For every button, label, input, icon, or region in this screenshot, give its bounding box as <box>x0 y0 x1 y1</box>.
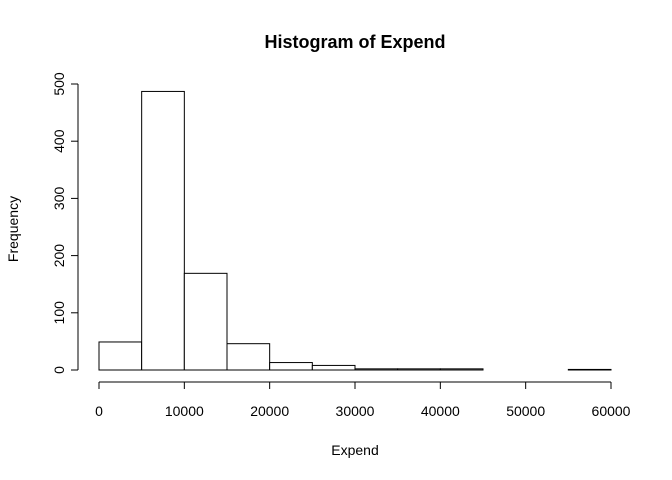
histogram-bar <box>141 90 185 371</box>
chart-title: Histogram of Expend <box>264 32 445 52</box>
histogram-bar <box>354 368 399 371</box>
x-tick-label: 20000 <box>250 403 289 419</box>
histogram-bar <box>226 343 271 371</box>
x-tick-label: 60000 <box>592 403 631 419</box>
histogram-bar <box>269 362 313 371</box>
y-tick-label: 200 <box>51 244 67 268</box>
histogram-bar <box>311 364 356 371</box>
histogram-bar <box>183 272 228 371</box>
histogram-bar <box>439 368 484 371</box>
y-tick-label: 0 <box>51 366 67 374</box>
x-tick-label: 40000 <box>421 403 460 419</box>
y-tick-label: 300 <box>51 187 67 211</box>
histogram-bar <box>567 368 612 371</box>
x-tick-label: 10000 <box>165 403 204 419</box>
histogram-bar <box>397 368 441 371</box>
x-tick-label: 50000 <box>506 403 545 419</box>
x-axis-label: Expend <box>331 442 378 458</box>
y-tick-label: 100 <box>51 301 67 325</box>
y-tick-label: 500 <box>51 72 67 96</box>
x-axis: 0 10000 20000 30000 40000 50000 60000 <box>95 381 631 419</box>
y-axis: 0 100 200 300 400 500 <box>51 72 79 374</box>
x-tick-label: 0 <box>95 403 103 419</box>
y-tick-label: 400 <box>51 129 67 153</box>
y-axis-label: Frequency <box>5 196 21 262</box>
histogram-bar <box>98 341 143 371</box>
x-tick-label: 30000 <box>336 403 375 419</box>
histogram-bars <box>98 90 612 371</box>
